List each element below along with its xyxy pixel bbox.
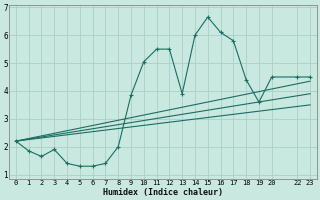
X-axis label: Humidex (Indice chaleur): Humidex (Indice chaleur) — [103, 188, 223, 197]
